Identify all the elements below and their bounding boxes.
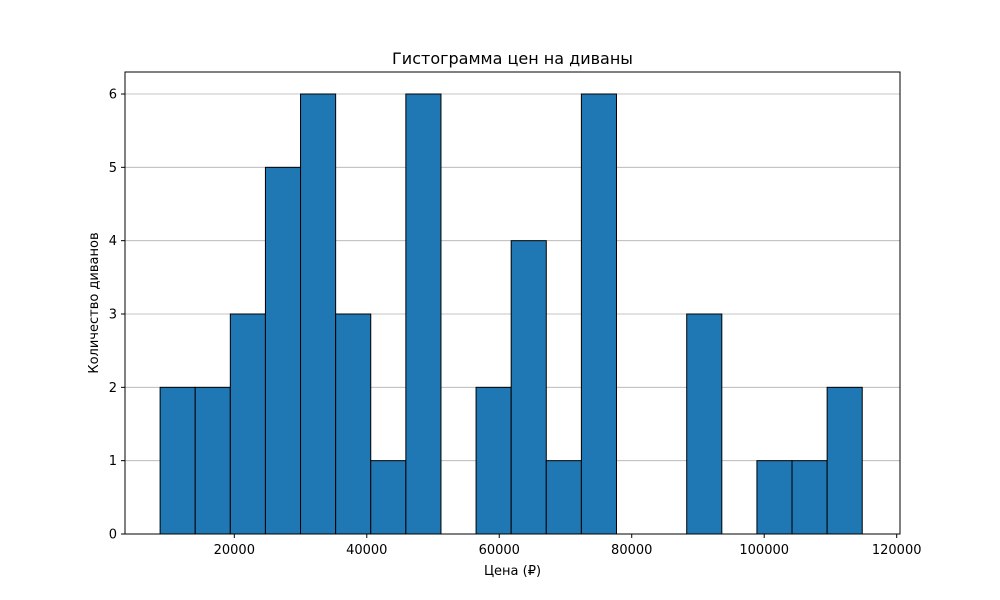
histogram-bar [545, 460, 582, 535]
histogram-bar [405, 93, 442, 535]
histogram-bar [264, 166, 302, 535]
histogram-bar [826, 386, 863, 535]
y-tick-label: 6 [109, 88, 117, 103]
histogram-bar [756, 460, 793, 535]
x-tick-label: 60000 [479, 543, 520, 558]
plot-frame [124, 71, 901, 535]
x-tick-label: 80000 [611, 543, 652, 558]
y-axis-ticks: 0 1 2 3 4 5 6 [109, 88, 125, 543]
histogram-bar [159, 386, 196, 535]
y-tick-label: 3 [109, 308, 117, 323]
histogram-bar [686, 313, 723, 535]
histogram-bar [229, 313, 266, 535]
x-axis-ticks: 20000 40000 60000 80000 100000 120000 [214, 534, 922, 558]
y-tick-label: 1 [109, 454, 117, 469]
y-tick-label: 5 [109, 161, 117, 176]
x-tick-label: 40000 [346, 543, 387, 558]
histogram-bars [159, 93, 863, 535]
histogram-bar [475, 386, 512, 535]
x-tick-label: 20000 [214, 543, 255, 558]
histogram-bar [510, 240, 547, 535]
x-tick-label: 100000 [739, 543, 789, 558]
y-axis-label: Количество диванов [87, 232, 102, 373]
y-tick-label: 0 [109, 528, 117, 543]
y-tick-label: 4 [109, 234, 117, 249]
x-axis-label: Цена (₽) [484, 564, 541, 579]
histogram-bar [370, 460, 407, 535]
histogram-bar [580, 93, 617, 535]
chart-title: Гистограмма цен на диваны [392, 49, 633, 68]
histogram-bar [791, 460, 828, 535]
histogram-bar [194, 386, 231, 535]
histogram-bar [335, 313, 372, 535]
x-tick-label: 120000 [872, 543, 922, 558]
y-tick-label: 2 [109, 381, 117, 396]
histogram-bar [300, 93, 337, 535]
